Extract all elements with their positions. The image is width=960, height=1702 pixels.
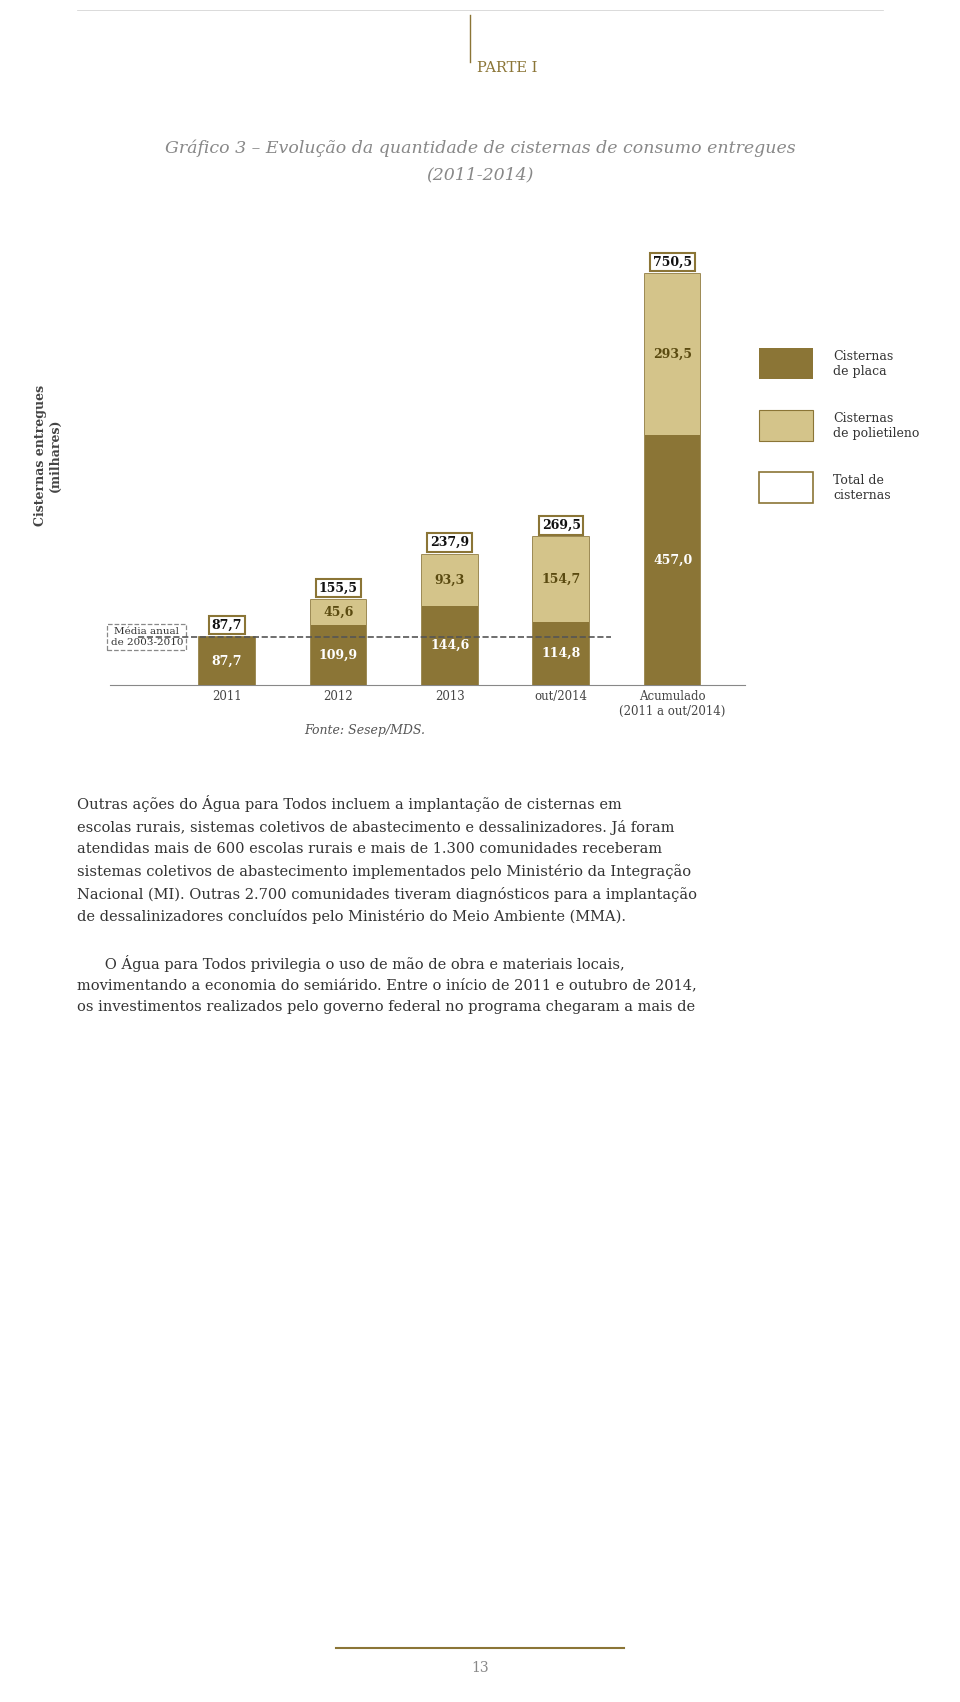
- Text: 144,6: 144,6: [430, 638, 469, 652]
- Text: Cisternas
de placa: Cisternas de placa: [833, 349, 893, 378]
- Text: Cisternas entregues
(milhares): Cisternas entregues (milhares): [34, 385, 61, 526]
- Text: 87,7: 87,7: [212, 618, 242, 631]
- Bar: [645, 274, 701, 434]
- Bar: [422, 555, 478, 684]
- Bar: [199, 637, 254, 684]
- Text: Média anual
de 2003-2010: Média anual de 2003-2010: [110, 628, 183, 647]
- FancyBboxPatch shape: [758, 347, 813, 380]
- Text: 109,9: 109,9: [319, 648, 358, 662]
- Text: 87,7: 87,7: [212, 655, 242, 667]
- Bar: [534, 623, 589, 684]
- Bar: [645, 274, 701, 684]
- Text: 154,7: 154,7: [541, 574, 581, 585]
- Bar: [534, 538, 589, 623]
- Bar: [310, 599, 366, 684]
- FancyBboxPatch shape: [758, 410, 813, 441]
- Text: 237,9: 237,9: [430, 536, 469, 550]
- Text: 45,6: 45,6: [324, 606, 353, 620]
- FancyBboxPatch shape: [758, 471, 813, 504]
- Text: 155,5: 155,5: [319, 582, 358, 594]
- Text: 114,8: 114,8: [541, 647, 581, 660]
- Text: 750,5: 750,5: [653, 255, 692, 269]
- Text: (2011-2014): (2011-2014): [426, 167, 534, 184]
- Text: Fonte: Sesep/MDS.: Fonte: Sesep/MDS.: [304, 723, 425, 737]
- Text: Outras ações do Água para Todos incluem a implantação de cisternas em
escolas ru: Outras ações do Água para Todos incluem …: [77, 795, 697, 1014]
- Text: 93,3: 93,3: [435, 574, 465, 587]
- Text: 457,0: 457,0: [653, 553, 692, 567]
- Bar: [310, 599, 366, 625]
- Bar: [534, 538, 589, 684]
- Bar: [422, 555, 478, 606]
- Text: 13: 13: [471, 1661, 489, 1675]
- Text: Cisternas
de polietileno: Cisternas de polietileno: [833, 412, 920, 439]
- Text: 269,5: 269,5: [541, 519, 581, 533]
- Text: Gráfico 3 – Evolução da quantidade de cisternas de consumo entregues: Gráfico 3 – Evolução da quantidade de ci…: [165, 140, 795, 157]
- Bar: [199, 637, 254, 684]
- Text: 293,5: 293,5: [653, 347, 692, 361]
- Bar: [310, 625, 366, 684]
- Bar: [422, 606, 478, 684]
- Text: PARTE I: PARTE I: [477, 61, 538, 75]
- Text: Total de
cisternas: Total de cisternas: [833, 473, 891, 502]
- Bar: [645, 434, 701, 684]
